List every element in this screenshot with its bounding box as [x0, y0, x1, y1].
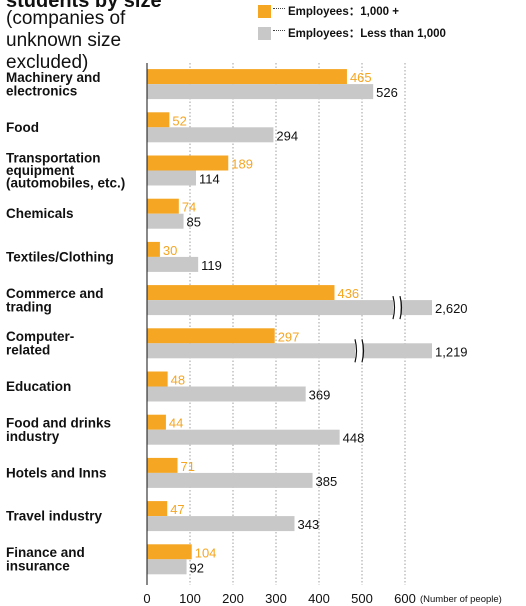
axis-break [393, 296, 400, 320]
value-label-large: 47 [170, 502, 184, 517]
value-label-small: 385 [316, 474, 338, 489]
bar-large [147, 155, 229, 171]
value-label-large: 297 [278, 329, 300, 344]
bar-large [147, 544, 192, 560]
legend-swatch-large [258, 4, 271, 18]
value-label-small: 2,620 [435, 301, 468, 316]
bar-large [147, 501, 168, 517]
x-tick-label: 200 [222, 591, 244, 606]
value-label-small: 92 [190, 560, 204, 575]
value-label-small: 448 [343, 431, 365, 446]
break-mark [354, 339, 358, 363]
bar-large [147, 457, 178, 473]
category-label: Food and drinks industry [6, 415, 111, 444]
x-tick-label: 100 [179, 591, 201, 606]
value-label-large: 436 [337, 286, 359, 301]
legend-label-small: Employees：Less than 1,000 [288, 28, 446, 40]
legend-leader [273, 29, 285, 31]
bar-large [147, 285, 335, 301]
value-label-small: 526 [376, 85, 398, 100]
value-label-large: 74 [182, 200, 196, 215]
bar-small [147, 429, 340, 445]
value-label-large: 44 [169, 416, 183, 431]
x-tick-label: 600 [394, 591, 416, 606]
break-mark [361, 339, 365, 363]
value-label-small: 114 [199, 172, 220, 187]
legend-leader [273, 7, 285, 9]
value-label-large: 104 [195, 545, 217, 560]
bar-large [147, 328, 275, 344]
bar-large [147, 371, 168, 387]
category-label: Travel industry [6, 509, 103, 524]
x-tick-label: 400 [308, 591, 330, 606]
bar-small [147, 300, 432, 316]
category-label: Computer-related [6, 329, 74, 358]
chart-title: students by size [6, 0, 162, 12]
bar-small [147, 170, 197, 186]
bar-small [147, 559, 187, 575]
value-label-small: 1,219 [435, 344, 468, 359]
category-label: Textiles/Clothing [6, 249, 114, 264]
bar-small [147, 343, 432, 359]
value-label-small: 294 [276, 128, 298, 143]
category-label: Transportation equipment (automobiles, etc… [6, 151, 125, 191]
category-label: Education [6, 379, 71, 394]
bar-small [147, 516, 295, 532]
legend-swatch-small [258, 26, 271, 40]
legend-item-large: Employees：1,000 + [258, 2, 446, 20]
bar-large [147, 414, 166, 430]
x-tick-label: 500 [351, 591, 373, 606]
bar-large [147, 69, 347, 85]
bar-small [147, 127, 274, 143]
break-mark [392, 295, 396, 320]
bar-small [147, 386, 306, 402]
chart-subtitle: (companies of unknown size excluded) [6, 8, 126, 73]
bar-large [147, 241, 160, 257]
value-label-small: 85 [187, 215, 201, 230]
bar-large [147, 198, 179, 214]
value-label-large: 52 [172, 113, 186, 128]
bar-small [147, 256, 199, 272]
value-label-small: 119 [201, 258, 222, 273]
x-tick-label: 0 [143, 591, 150, 606]
category-label: Finance and insurance [6, 545, 85, 574]
bar-small [147, 213, 184, 229]
x-tick-label: 300 [265, 591, 287, 606]
category-label: Food [6, 120, 39, 135]
break-mark [399, 295, 403, 320]
x-axis-unit: (Number of people) [420, 594, 502, 605]
legend-item-small: Employees：Less than 1,000 [258, 24, 446, 42]
bar-small [147, 84, 374, 100]
value-label-large: 30 [163, 243, 177, 258]
category-label: Hotels and Inns [6, 465, 107, 480]
value-label-large: 189 [231, 157, 253, 172]
value-label-small: 369 [309, 388, 331, 403]
bar-small [147, 472, 313, 488]
value-label-large: 48 [171, 373, 185, 388]
value-label-large: 71 [181, 459, 195, 474]
legend-label-large: Employees：1,000 + [288, 6, 399, 18]
category-label: Chemicals [6, 206, 74, 221]
category-label: Machinery and electronics [6, 70, 101, 99]
value-label-small: 343 [297, 517, 319, 532]
value-label-large: 465 [350, 70, 372, 85]
axis-break [355, 339, 362, 363]
legend: Employees：1,000 + Employees：Less than 1,… [258, 2, 446, 46]
category-label: Commerce and trading [6, 286, 104, 315]
bar-large [147, 112, 170, 128]
